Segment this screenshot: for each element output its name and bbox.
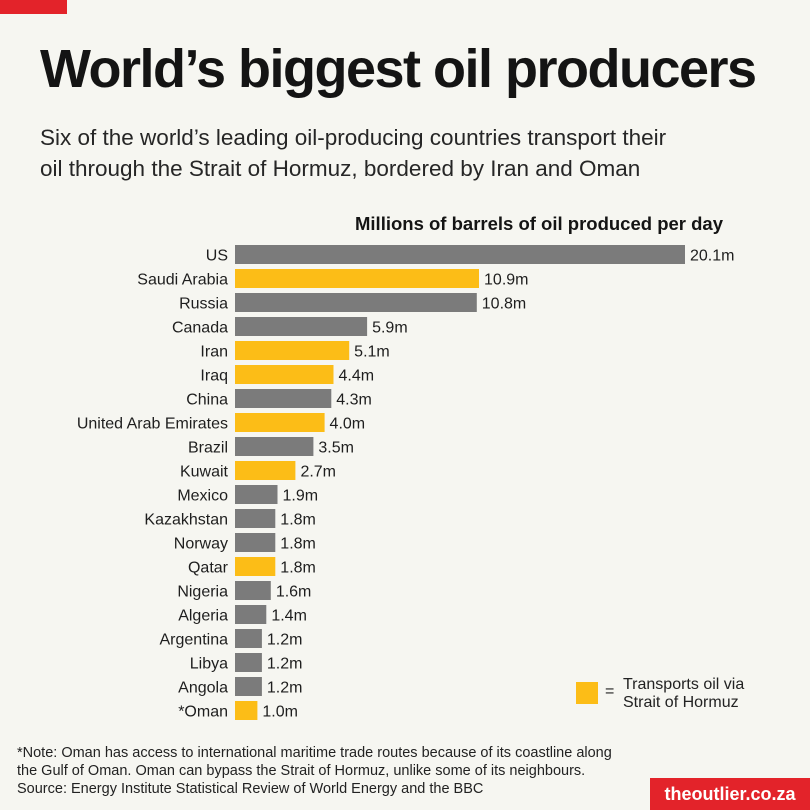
value-label-brazil: 3.5m xyxy=(318,440,354,457)
subtitle-line-2: oil through the Strait of Hormuz, border… xyxy=(40,156,641,181)
legend-label: Transports oil via Strait of Hormuz xyxy=(623,676,773,712)
category-label-mexico: Mexico xyxy=(177,488,228,505)
value-label-norway: 1.8m xyxy=(280,536,316,553)
footnote: *Note: Oman has access to international … xyxy=(17,744,717,798)
bar-norway xyxy=(235,533,276,552)
value-label-russia: 10.8m xyxy=(482,296,526,313)
category-label-canada: Canada xyxy=(172,320,228,337)
category-label-saudi-arabia: Saudi Arabia xyxy=(137,272,228,289)
category-label-iraq: Iraq xyxy=(200,368,228,385)
category-label-russia: Russia xyxy=(179,296,228,313)
category-label-norway: Norway xyxy=(174,536,228,553)
subtitle: Six of the world’s leading oil-producing… xyxy=(40,122,780,184)
legend-swatch-hormuz xyxy=(576,682,598,704)
footnote-line-2: the Gulf of Oman. Oman can bypass the St… xyxy=(17,763,586,779)
bar-angola xyxy=(235,677,262,696)
category-label-nigeria: Nigeria xyxy=(177,584,228,601)
value-label-algeria: 1.4m xyxy=(271,608,307,625)
value-label-oman: 1.0m xyxy=(262,704,298,721)
value-label-iraq: 4.4m xyxy=(339,368,375,385)
bar-us xyxy=(235,245,685,264)
bar-nigeria xyxy=(235,581,271,600)
value-label-qatar: 1.8m xyxy=(280,560,316,577)
value-label-iran: 5.1m xyxy=(354,344,390,361)
category-label-brazil: Brazil xyxy=(188,440,228,457)
legend-label-line-1: Transports oil via xyxy=(623,676,745,693)
category-label-iran: Iran xyxy=(200,344,228,361)
bar-chart: US 20.1m Saudi Arabia 10.9m Russia 10.8m Canad… xyxy=(77,245,734,721)
category-label-us: US xyxy=(206,248,228,265)
category-label-algeria: Algeria xyxy=(178,608,228,625)
category-label-angola: Angola xyxy=(178,680,228,697)
value-label-libya: 1.2m xyxy=(267,656,303,673)
value-label-united-arab-emirates: 4.0m xyxy=(330,416,366,433)
value-label-china: 4.3m xyxy=(336,392,372,409)
bar-united-arab-emirates xyxy=(235,413,325,432)
page-title: World’s biggest oil producers xyxy=(40,39,757,99)
bar-mexico xyxy=(235,485,278,504)
value-label-mexico: 1.9m xyxy=(283,488,319,505)
bar-oman xyxy=(235,701,258,720)
legend-label-line-2: Strait of Hormuz xyxy=(623,694,739,711)
footnote-line-1: *Note: Oman has access to international … xyxy=(17,745,612,761)
bar-kuwait xyxy=(235,461,296,480)
bar-iran xyxy=(235,341,350,360)
source-line: Source: Energy Institute Statistical Rev… xyxy=(17,781,484,797)
bar-libya xyxy=(235,653,262,672)
bar-argentina xyxy=(235,629,262,648)
category-label-qatar: Qatar xyxy=(188,560,229,577)
value-label-argentina: 1.2m xyxy=(267,632,303,649)
subtitle-line-1: Six of the world’s leading oil-producing… xyxy=(40,125,667,150)
bar-china xyxy=(235,389,332,408)
category-label-argentina: Argentina xyxy=(160,632,229,649)
bar-iraq xyxy=(235,365,334,384)
value-label-angola: 1.2m xyxy=(267,680,303,697)
accent-bar xyxy=(0,0,67,14)
legend-equals: = xyxy=(605,683,615,700)
category-label-united-arab-emirates: United Arab Emirates xyxy=(77,416,228,433)
bar-kazakhstan xyxy=(235,509,276,528)
category-label-kuwait: Kuwait xyxy=(180,464,229,481)
value-label-saudi-arabia: 10.9m xyxy=(484,272,528,289)
bar-qatar xyxy=(235,557,276,576)
category-label-oman: *Oman xyxy=(178,704,228,721)
bar-algeria xyxy=(235,605,267,624)
value-label-nigeria: 1.6m xyxy=(276,584,312,601)
bar-saudi-arabia xyxy=(235,269,479,288)
bar-brazil xyxy=(235,437,314,456)
value-label-kazakhstan: 1.8m xyxy=(280,512,316,529)
bar-russia xyxy=(235,293,477,312)
category-label-kazakhstan: Kazakhstan xyxy=(144,512,228,529)
category-label-libya: Libya xyxy=(190,656,228,673)
bar-canada xyxy=(235,317,368,336)
value-label-kuwait: 2.7m xyxy=(300,464,336,481)
value-label-canada: 5.9m xyxy=(372,320,408,337)
category-label-china: China xyxy=(186,392,228,409)
chart-title: Millions of barrels of oil produced per … xyxy=(355,213,723,234)
brand-badge[interactable]: theoutlier.co.za xyxy=(650,778,810,810)
value-label-us: 20.1m xyxy=(690,248,734,265)
